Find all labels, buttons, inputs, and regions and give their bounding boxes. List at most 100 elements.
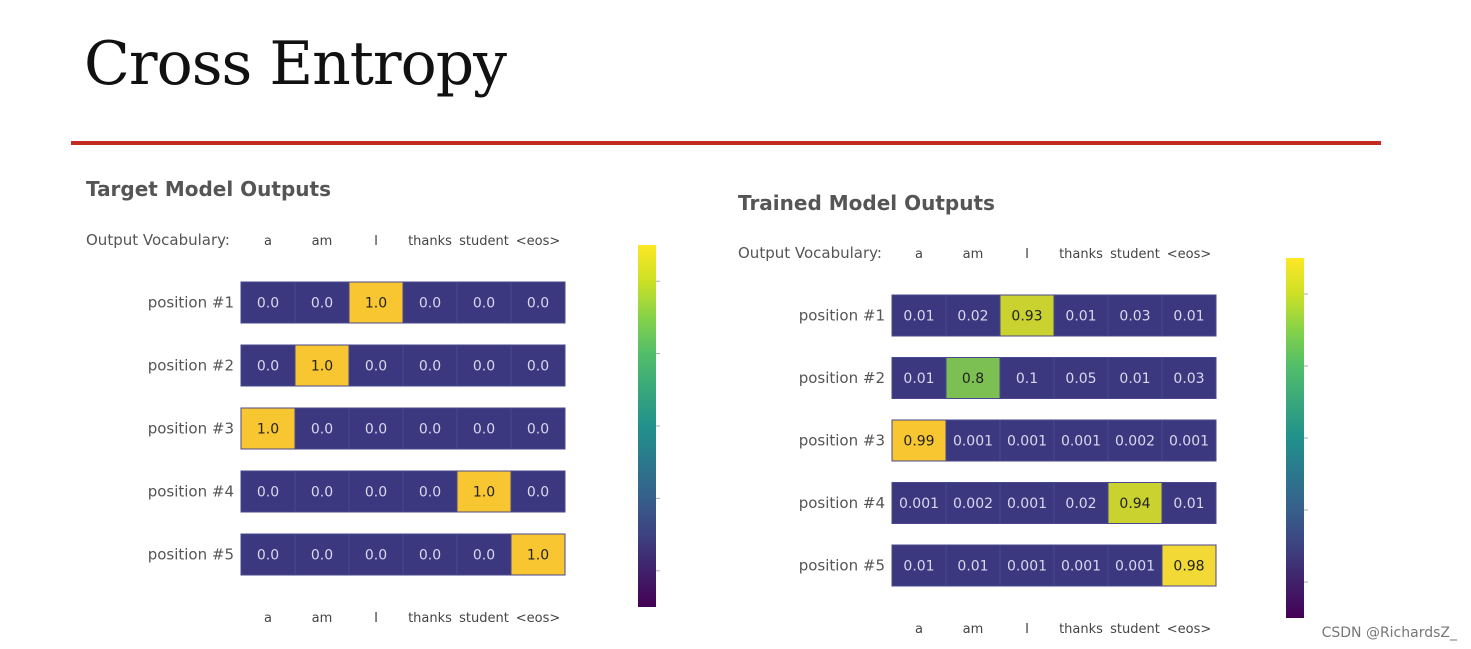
cell-value: 0.94: [1119, 496, 1150, 512]
cell-value: 1.0: [473, 485, 495, 501]
heatmap-cell: [510, 281, 566, 324]
heatmap-cell: [1053, 294, 1109, 337]
heatmap-cell: [1053, 544, 1109, 587]
watermark: CSDN @RichardsZ_: [1321, 625, 1457, 641]
column-label-bottom: student: [1110, 622, 1160, 637]
target-chart-title: Target Model Outputs: [86, 177, 331, 201]
heatmap-cell: [348, 344, 404, 387]
cell-value: 0.001: [1007, 559, 1047, 575]
heatmap-cell: [402, 470, 458, 513]
cell-value: 0.1: [1016, 371, 1038, 387]
heatmap-cell: [1161, 544, 1217, 587]
heatmap-cell: [240, 407, 296, 450]
cell-value: 0.0: [527, 296, 549, 312]
cell-value: 0.002: [1115, 434, 1155, 450]
heatmap-cell: [1161, 482, 1217, 524]
column-label-top: a: [915, 247, 923, 262]
column-label-top: I: [1025, 247, 1029, 262]
row-label: position #4: [148, 483, 234, 501]
row-label: position #2: [799, 369, 885, 387]
cell-value: 1.0: [365, 296, 387, 312]
column-label-top: a: [264, 234, 272, 249]
column-label-bottom: am: [312, 611, 333, 626]
column-label-bottom: a: [264, 611, 272, 626]
heatmap-cell: [348, 533, 404, 576]
heatmap-cell: [294, 470, 350, 513]
heatmap-cell: [945, 419, 1001, 462]
cell-value: 0.001: [1007, 434, 1047, 450]
cell-value: 0.0: [257, 296, 279, 312]
column-label-top: <eos>: [1167, 247, 1212, 262]
heatmap-cell: [456, 407, 512, 450]
cell-value: 0.0: [419, 422, 441, 438]
cell-value: 0.0: [419, 548, 441, 564]
row-label: position #4: [799, 494, 885, 512]
heatmap-cell: [999, 419, 1055, 462]
heatmap-cell: [240, 470, 296, 513]
column-label-bottom: <eos>: [1167, 622, 1212, 637]
column-label-bottom: am: [963, 622, 984, 637]
cell-value: 0.0: [419, 296, 441, 312]
heatmap-cell: [891, 482, 947, 524]
cell-value: 0.0: [527, 359, 549, 375]
cell-value: 0.01: [903, 371, 934, 387]
cell-value: 0.0: [311, 422, 333, 438]
row-label: position #5: [148, 546, 234, 564]
heatmap-cell: [456, 470, 512, 513]
cell-value: 0.01: [1065, 309, 1096, 325]
heatmap-cell: [1161, 357, 1217, 399]
column-label-top: thanks: [408, 234, 452, 249]
heatmap-cell: [1107, 294, 1163, 337]
row-label: position #1: [799, 307, 885, 325]
heatmap-cell: [945, 544, 1001, 587]
cell-value: 0.0: [257, 359, 279, 375]
cell-value: 1.0: [527, 548, 549, 564]
cell-value: 0.001: [1115, 559, 1155, 575]
cell-value: 0.0: [311, 485, 333, 501]
cell-value: 0.0: [473, 422, 495, 438]
heatmap-cell: [999, 544, 1055, 587]
cell-value: 0.0: [527, 422, 549, 438]
cell-value: 0.03: [1173, 371, 1204, 387]
heatmap-cell: [348, 407, 404, 450]
heatmap-cell: [945, 357, 1001, 399]
heatmap-cell: [891, 294, 947, 337]
heatmap-cell: [402, 533, 458, 576]
heatmap-cell: [1053, 357, 1109, 399]
cell-value: 0.01: [903, 309, 934, 325]
trained-vocab-label: Output Vocabulary:: [738, 244, 882, 262]
column-label-bottom: a: [915, 622, 923, 637]
heatmap-cell: [891, 544, 947, 587]
cell-value: 0.01: [903, 559, 934, 575]
column-label-top: am: [963, 247, 984, 262]
heatmap-cell: [1107, 357, 1163, 399]
cell-value: 0.0: [257, 485, 279, 501]
cell-value: 0.0: [365, 485, 387, 501]
heatmap-cell: [240, 281, 296, 324]
colorbar: [1286, 258, 1304, 618]
heatmap-cell: [402, 407, 458, 450]
cell-value: 0.93: [1011, 309, 1042, 325]
cell-value: 0.0: [419, 359, 441, 375]
column-label-top: student: [1110, 247, 1160, 262]
column-label-top: student: [459, 234, 509, 249]
cell-value: 0.05: [1065, 371, 1096, 387]
heatmap-cell: [1107, 482, 1163, 524]
column-label-bottom: thanks: [408, 611, 452, 626]
slide-title: Cross Entropy: [84, 29, 507, 99]
row-label: position #1: [148, 294, 234, 312]
cell-value: 0.001: [953, 434, 993, 450]
cell-value: 0.0: [473, 359, 495, 375]
heatmap-cell: [294, 533, 350, 576]
heatmap-cell: [510, 470, 566, 513]
cell-value: 0.001: [1061, 559, 1101, 575]
heatmap-cell: [456, 533, 512, 576]
heatmap-cell: [1161, 294, 1217, 337]
column-label-bottom: I: [374, 611, 378, 626]
heatmap-cell: [1107, 544, 1163, 587]
heatmap-cell: [294, 281, 350, 324]
cell-value: 0.0: [473, 548, 495, 564]
column-label-bottom: I: [1025, 622, 1029, 637]
heatmap-cell: [294, 344, 350, 387]
